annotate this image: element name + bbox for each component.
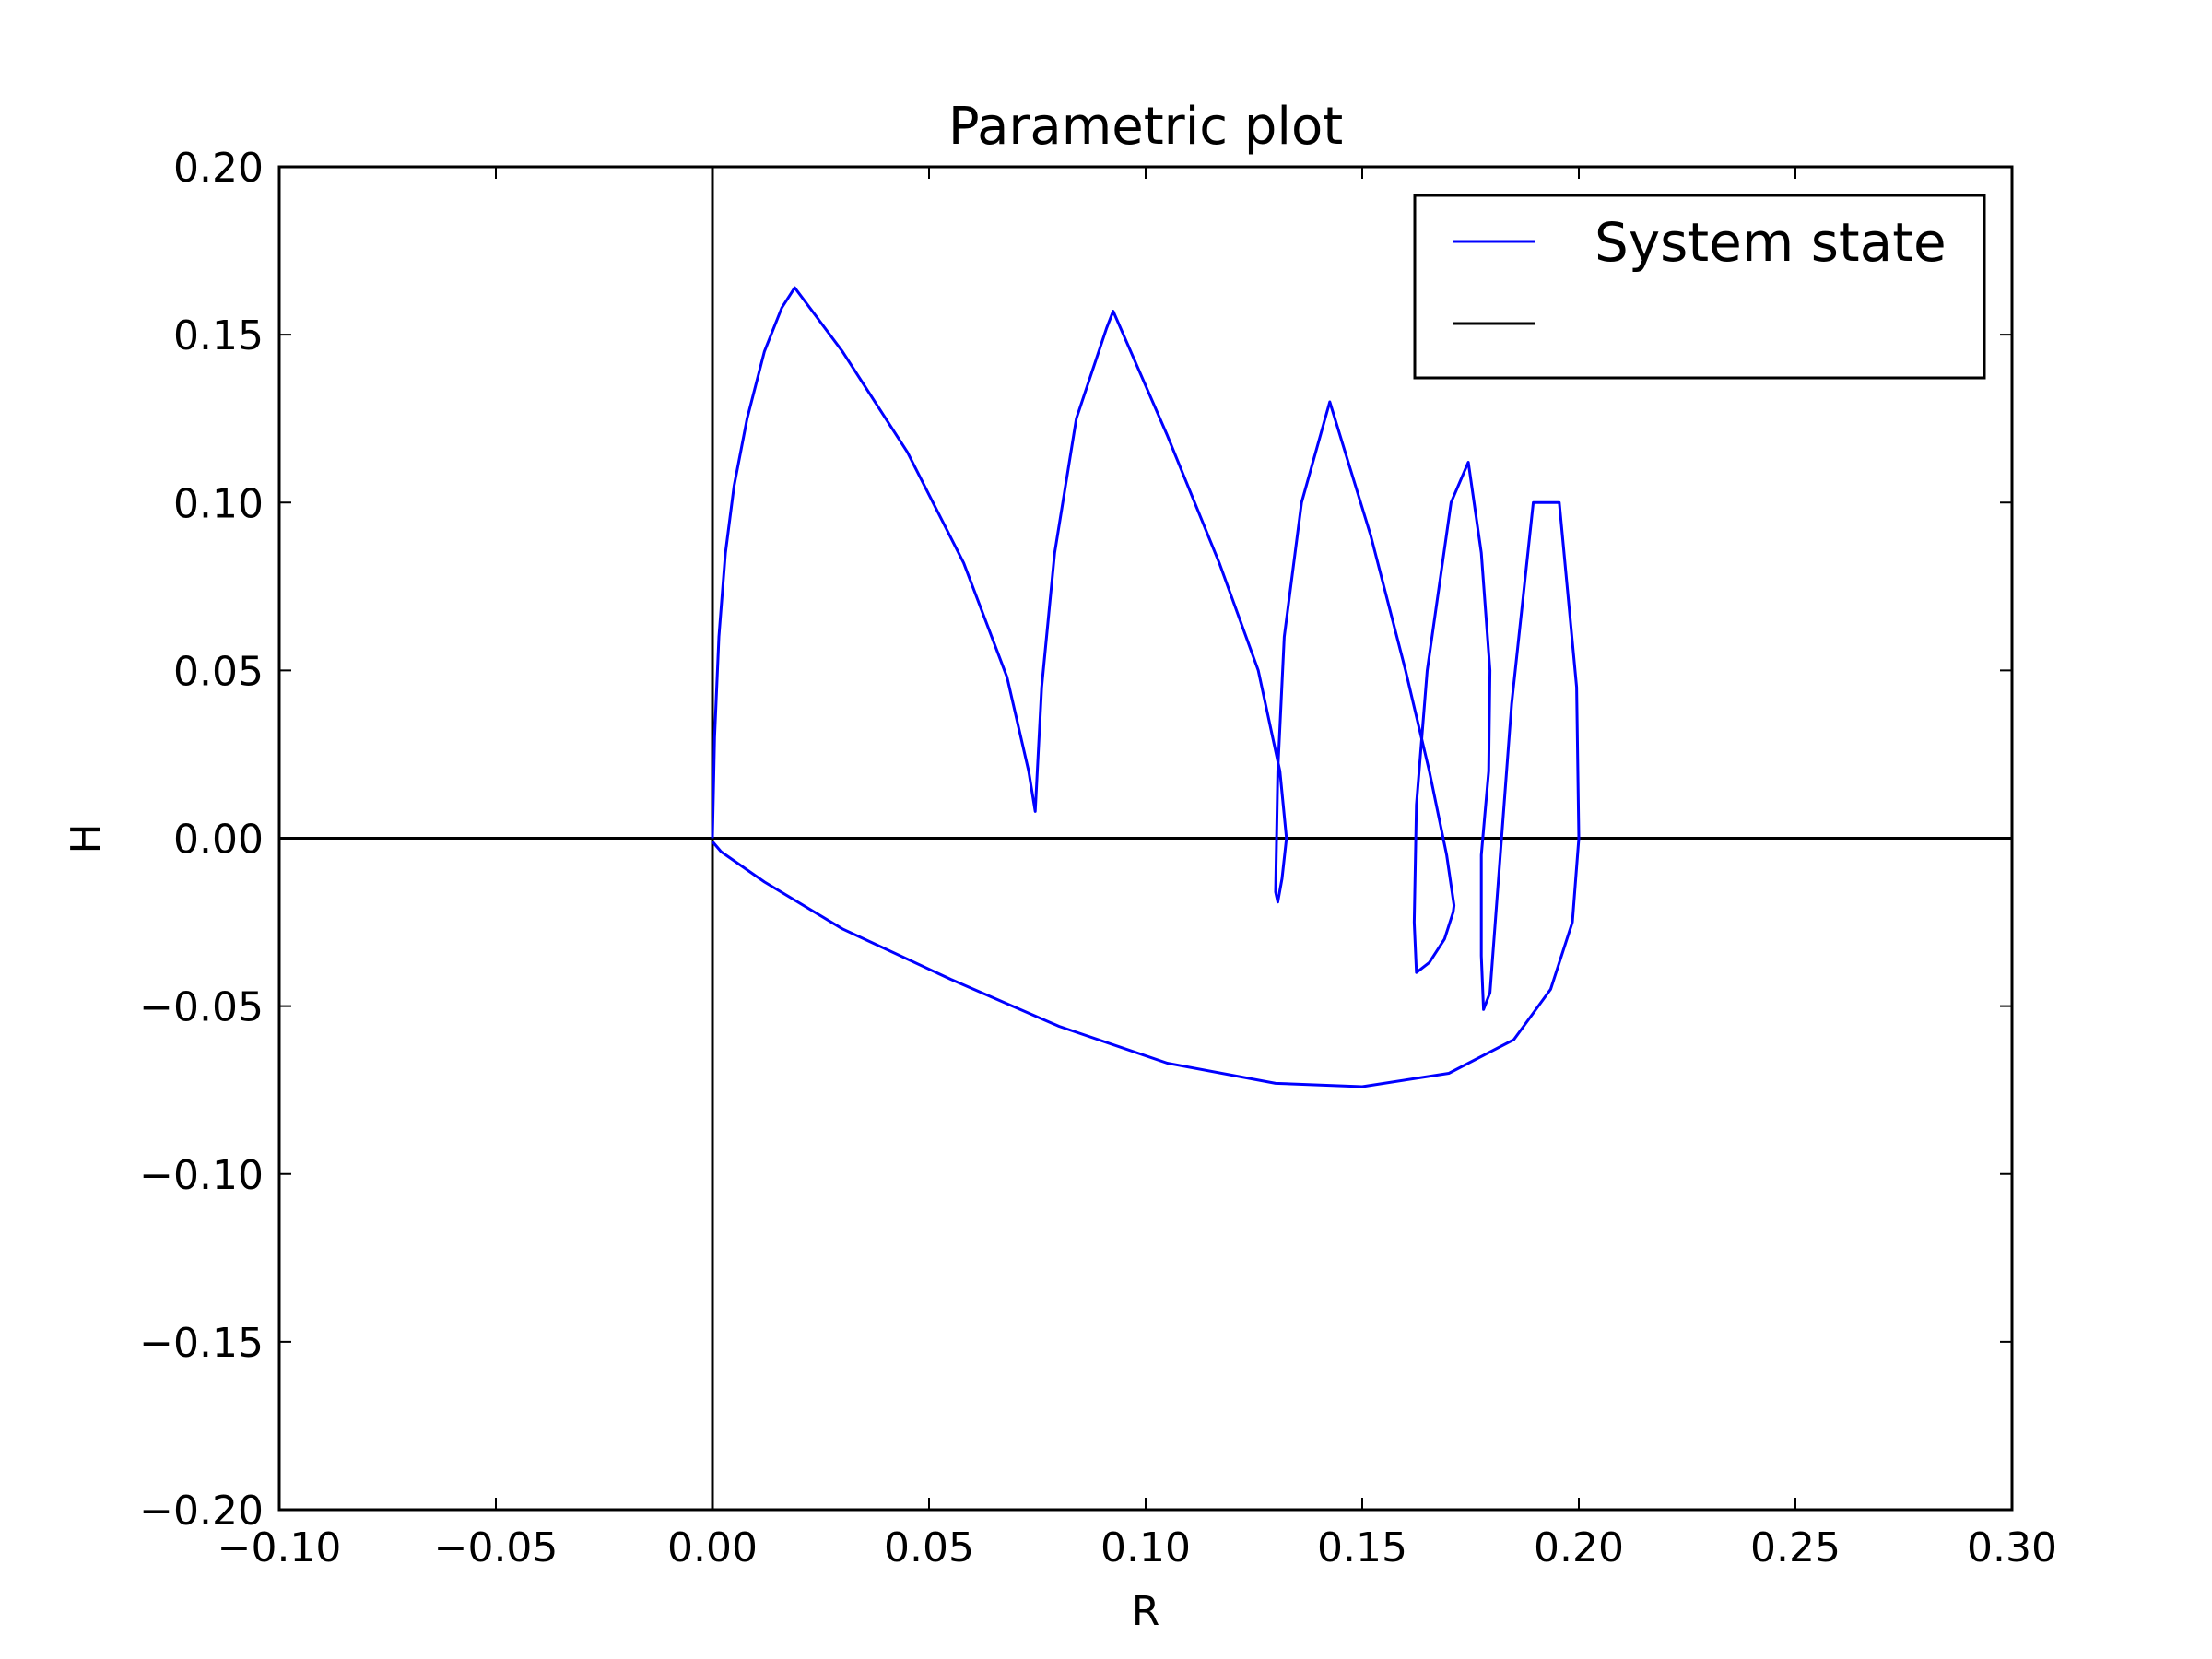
x-axis-label: R [1132, 1588, 1160, 1635]
y-tick-label: 0.10 [173, 480, 264, 527]
legend-box [1413, 194, 1986, 380]
x-tick-label: 0.15 [1317, 1524, 1407, 1571]
x-tick-label: 0.10 [1100, 1524, 1191, 1571]
x-tick-label: 0.00 [667, 1524, 758, 1571]
legend-label-system-state: System state [1594, 211, 1947, 274]
series-layer [711, 286, 1581, 1088]
x-tick-label: 0.05 [884, 1524, 974, 1571]
x-tick-label: −0.10 [218, 1524, 342, 1571]
chart-title: Parametric plot [948, 97, 1343, 157]
plot-area: −0.10 −0.05 0.00 0.05 0.10 0.15 0.20 0.25 0.30 −0… [139, 145, 2057, 1571]
y-tick-label: −0.15 [139, 1320, 264, 1367]
y-tick-label: −0.10 [139, 1152, 264, 1199]
y-tick-label: 0.00 [173, 817, 264, 864]
y-tick-label: 0.20 [173, 145, 264, 192]
y-tick-label: 0.15 [173, 312, 264, 359]
legend: System state [1413, 194, 1986, 380]
series-line-system-state [711, 286, 1581, 1088]
y-tick-label: −0.20 [139, 1488, 264, 1535]
x-tick-label: 0.30 [1967, 1524, 2057, 1571]
y-axis-label: H [63, 823, 110, 853]
ticks: −0.10 −0.05 0.00 0.05 0.10 0.15 0.20 0.25 0.30 −0… [139, 145, 2057, 1571]
y-tick-label: 0.05 [173, 648, 264, 695]
x-tick-label: −0.05 [434, 1524, 559, 1571]
y-tick-label: −0.05 [139, 984, 264, 1031]
x-tick-label: 0.20 [1534, 1524, 1624, 1571]
x-tick-label: 0.25 [1750, 1524, 1841, 1571]
